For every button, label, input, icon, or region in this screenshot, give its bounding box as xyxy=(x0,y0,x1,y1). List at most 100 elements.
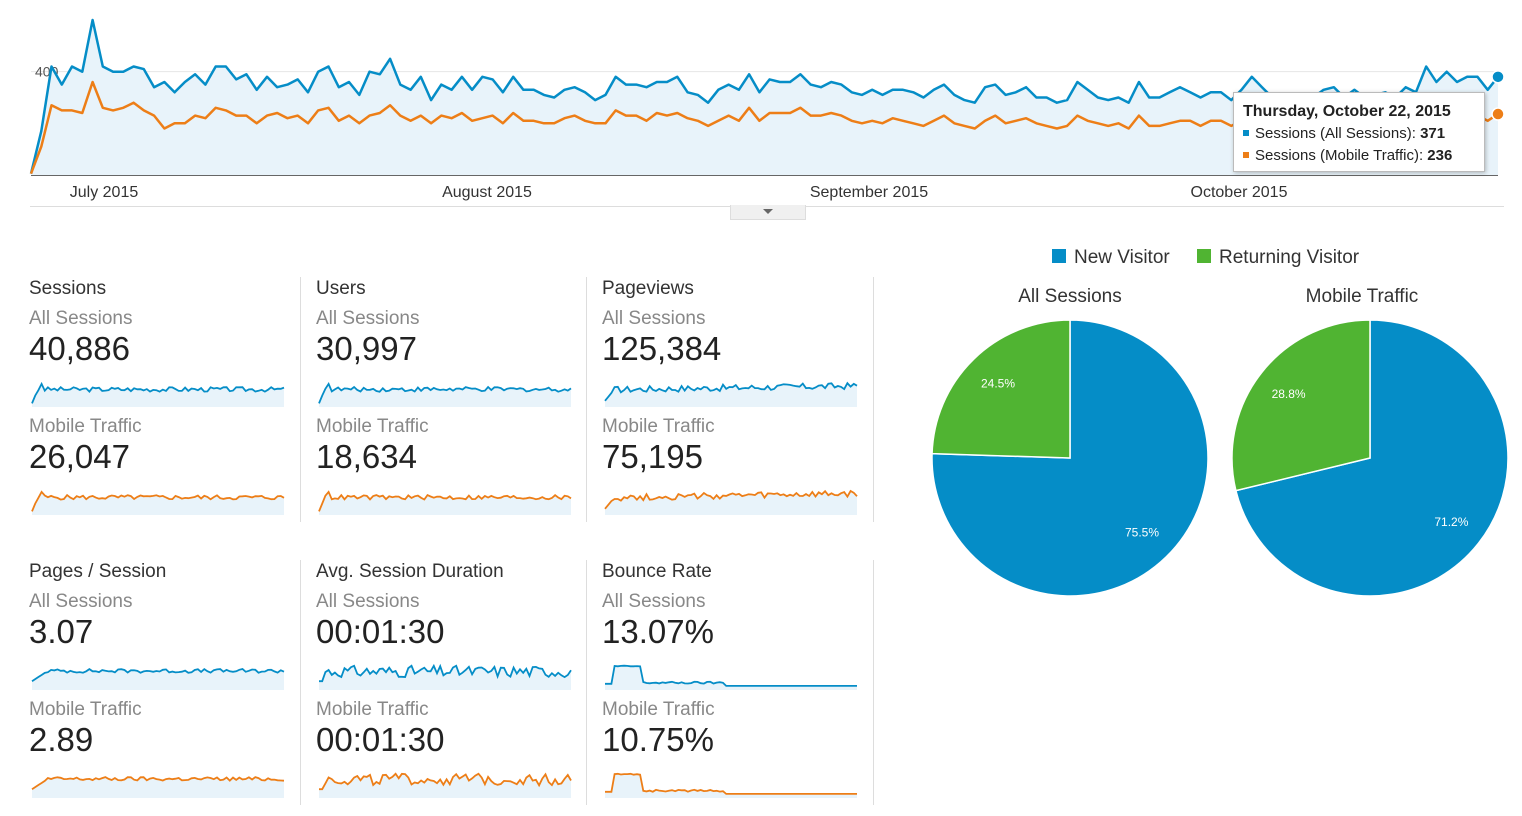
pie-slice-label: 24.5% xyxy=(981,377,1015,391)
tooltip-title: Thursday, October 22, 2015 xyxy=(1243,103,1451,120)
pie-chart-all-sessions: 75.5% 24.5% xyxy=(931,319,1209,597)
sparkline-line xyxy=(604,381,858,402)
sessions-line-chart: 400 July 2015 August 2015 September 2015 Oc… xyxy=(29,18,1505,201)
sparkline-line xyxy=(319,663,572,683)
sparkline xyxy=(31,776,285,798)
sparkline-line xyxy=(31,667,285,682)
sparkline-area xyxy=(605,491,857,515)
metric-value: 125,384 xyxy=(602,330,722,367)
metric-name: Bounce Rate xyxy=(602,561,712,582)
metric-value: 40,886 xyxy=(29,330,130,367)
sparkline xyxy=(605,664,857,690)
sparkline-line xyxy=(31,490,285,512)
pie-chart-mobile-traffic: 71.2% 28.8% xyxy=(1231,319,1509,597)
metric-name: Sessions xyxy=(29,278,107,299)
sparkline-line xyxy=(319,772,572,791)
series-area-fill xyxy=(31,20,1498,175)
sparkline-area xyxy=(605,665,857,690)
sparkline-area xyxy=(32,777,284,798)
metric-users[interactable]: Users All Sessions 30,997 Mobile Traffic 18,… xyxy=(316,278,586,523)
metric-bounce-rate[interactable]: Bounce Rate All Sessions 13.07% Mobile Traf… xyxy=(602,561,872,806)
pie-slice-label: 71.2% xyxy=(1434,515,1468,529)
x-tick-label: September 2015 xyxy=(810,184,928,201)
column-divider xyxy=(873,560,874,805)
new-visitor-swatch xyxy=(1052,248,1066,263)
sparkline xyxy=(605,772,857,798)
legend-label: Returning Visitor xyxy=(1219,247,1360,268)
series-line xyxy=(29,18,1499,174)
pie-title-all-sessions: All Sessions xyxy=(1018,286,1122,307)
collapse-chart-button[interactable] xyxy=(730,205,806,220)
segment-label: All Sessions xyxy=(316,308,420,329)
sparkline-area xyxy=(605,773,857,798)
segment-label: All Sessions xyxy=(602,308,706,329)
metric-value: 2.89 xyxy=(29,721,94,758)
metric-name: Pageviews xyxy=(602,278,694,299)
legend-returning-visitor[interactable]: Returning Visitor xyxy=(1197,247,1359,269)
sparkline xyxy=(31,667,285,690)
tooltip-value: 371 xyxy=(1420,125,1446,142)
segment-label: Mobile Traffic xyxy=(29,699,142,720)
segment-label: All Sessions xyxy=(29,591,133,612)
metric-avg-session-duration[interactable]: Avg. Session Duration All Sessions 00:01:3… xyxy=(316,561,586,806)
sparkline xyxy=(604,489,858,515)
sparkline-area xyxy=(32,383,284,407)
sparkline-area xyxy=(319,383,571,407)
legend-new-visitor[interactable]: New Visitor xyxy=(1052,247,1170,269)
metric-sessions[interactable]: Sessions All Sessions 40,886 Mobile Traffic… xyxy=(29,278,299,523)
metric-name: Pages / Session xyxy=(29,561,167,582)
sparkline-line xyxy=(605,664,857,687)
tooltip-value: 236 xyxy=(1427,147,1453,164)
segment-label: Mobile Traffic xyxy=(602,699,715,720)
metric-name: Users xyxy=(316,278,366,299)
sparkline-area xyxy=(32,669,284,690)
column-divider xyxy=(300,277,301,522)
sparkline-line xyxy=(31,381,285,404)
sparkline xyxy=(318,490,572,515)
all-sessions-swatch xyxy=(1243,130,1249,137)
metric-value: 30,997 xyxy=(316,330,417,367)
column-divider xyxy=(873,277,874,522)
metric-value: 00:01:30 xyxy=(316,721,445,758)
metric-value: 10.75% xyxy=(602,721,714,758)
metric-value: 75,195 xyxy=(602,438,703,475)
hover-point[interactable] xyxy=(1491,107,1505,121)
sparkline xyxy=(604,381,858,407)
chevron-down-icon xyxy=(763,209,773,214)
sparkline-line xyxy=(605,772,857,795)
metric-pageviews[interactable]: Pageviews All Sessions 125,384 Mobile Traff… xyxy=(602,278,872,523)
pie-title-mobile-traffic: Mobile Traffic xyxy=(1305,286,1419,307)
segment-label: All Sessions xyxy=(602,591,706,612)
column-divider xyxy=(586,277,587,522)
pie-slice-returning-visitor[interactable] xyxy=(1231,319,1371,492)
sparkline-line xyxy=(318,490,572,512)
metric-value: 13.07% xyxy=(602,613,714,650)
pie-slice-new-visitor[interactable] xyxy=(1235,319,1509,597)
tooltip-label: Sessions (Mobile Traffic): xyxy=(1255,147,1424,164)
sparkline-line xyxy=(604,489,858,510)
tooltip-label: Sessions (All Sessions): xyxy=(1255,125,1416,142)
tooltip-row-mobile-traffic: Sessions (Mobile Traffic): 236 xyxy=(1243,147,1452,164)
tooltip-row-all-sessions: Sessions (All Sessions): 371 xyxy=(1243,125,1445,142)
sparkline xyxy=(31,490,285,515)
sparkline xyxy=(319,663,572,690)
metric-value: 26,047 xyxy=(29,438,130,475)
metric-value: 00:01:30 xyxy=(316,613,445,650)
segment-label: All Sessions xyxy=(316,591,420,612)
pie-slice-label: 75.5% xyxy=(1125,525,1159,539)
hover-point[interactable] xyxy=(1491,70,1505,84)
metric-value: 3.07 xyxy=(29,613,94,650)
x-tick-label: July 2015 xyxy=(70,184,139,201)
segment-label: All Sessions xyxy=(29,308,133,329)
sparkline xyxy=(319,772,572,798)
metric-pages-session[interactable]: Pages / Session All Sessions 3.07 Mobile Tr… xyxy=(29,561,299,806)
x-tick-label: October 2015 xyxy=(1191,184,1288,201)
column-divider xyxy=(586,560,587,805)
pie-slice-returning-visitor[interactable] xyxy=(931,319,1071,459)
sparkline-line xyxy=(318,381,572,404)
chart-tooltip: Thursday, October 22, 2015 Sessions (All… xyxy=(1233,92,1485,172)
sparkline xyxy=(31,381,285,407)
sparkline-area xyxy=(319,491,571,515)
segment-label: Mobile Traffic xyxy=(316,416,429,437)
sparkline-area xyxy=(319,773,571,798)
